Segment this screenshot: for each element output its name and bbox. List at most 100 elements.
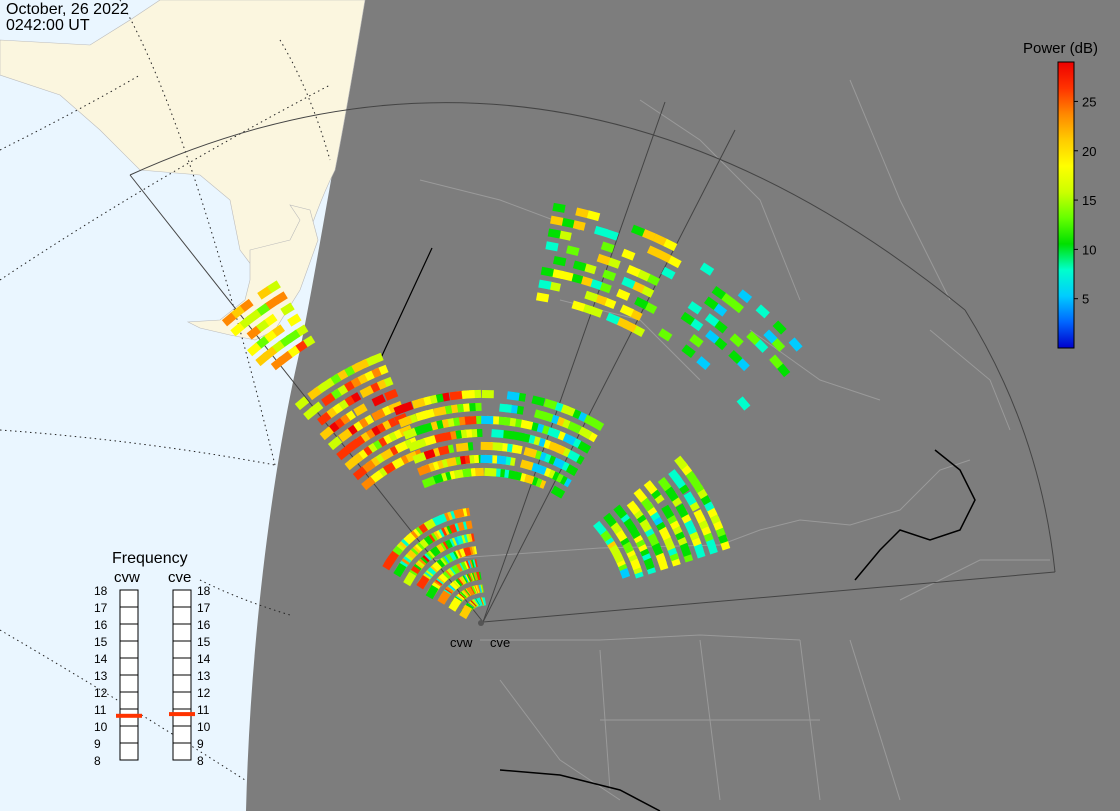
- echo-cell: [711, 285, 727, 300]
- colorbar-tick-label: 25: [1082, 94, 1096, 109]
- echo-cell: [359, 385, 374, 398]
- echo-cell: [641, 228, 656, 242]
- frequency-tick-label: 11: [94, 703, 107, 717]
- echo-cell: [667, 255, 682, 269]
- echo-cell: [566, 245, 580, 256]
- echo-cell: [230, 305, 245, 320]
- echo-cell: [696, 356, 711, 371]
- echo-cell: [596, 253, 611, 266]
- colorbar-title: Power (dB): [1023, 40, 1099, 57]
- echo-cell: [398, 415, 413, 428]
- echo-cell: [567, 421, 582, 434]
- night-region: [246, 0, 1120, 811]
- echo-cell: [705, 329, 720, 344]
- echo-cell: [257, 286, 272, 300]
- echo-cell: [633, 488, 648, 503]
- echo-cell: [287, 313, 302, 327]
- echo-cell: [675, 503, 689, 518]
- echo-cell: [551, 442, 566, 455]
- echo-cell: [657, 250, 672, 263]
- echo-cell: [393, 412, 409, 425]
- echo-cell: [523, 447, 538, 458]
- frequency-tick-label: 10: [197, 720, 211, 734]
- echo-cell: [321, 392, 336, 407]
- echo-cell: [230, 322, 245, 337]
- echo-cell: [578, 426, 593, 440]
- echo-cell: [361, 476, 376, 491]
- echo-cell: [422, 435, 437, 447]
- echo-cell: [415, 410, 430, 422]
- echo-cell: [704, 313, 720, 327]
- echo-cell: [535, 292, 550, 303]
- echo-cell: [511, 431, 526, 442]
- colorbar-tick-label: 10: [1082, 242, 1096, 257]
- echo-cell: [771, 337, 786, 352]
- echo-cell: [604, 229, 619, 241]
- frequency-tick-label: 17: [197, 601, 211, 615]
- echo-cell: [459, 604, 473, 620]
- radar-label-cve: cve: [490, 635, 510, 650]
- echo-cell: [393, 562, 407, 578]
- echo-cell: [663, 536, 676, 551]
- echo-cell: [572, 260, 587, 272]
- echo-cell: [754, 338, 769, 353]
- echo-cell: [561, 217, 575, 229]
- echo-cell: [417, 464, 432, 476]
- frequency-radar-name-cve: cve: [168, 569, 192, 586]
- echo-cell: [561, 433, 577, 446]
- echo-cell: [255, 352, 270, 367]
- echo-cell: [506, 391, 520, 401]
- echo-cell: [661, 504, 675, 520]
- frequency-tick-label: 13: [94, 669, 108, 683]
- echo-cell: [533, 409, 548, 421]
- echo-cell: [247, 342, 262, 357]
- echo-cell: [769, 354, 784, 369]
- frequency-tick-label: 13: [197, 669, 211, 683]
- echo-cell: [630, 224, 646, 237]
- echo-cell: [658, 526, 671, 541]
- echo-cell: [776, 362, 791, 378]
- frequency-title: Frequency: [112, 550, 188, 567]
- echo-cell: [572, 220, 586, 231]
- echo-cell: [270, 356, 286, 371]
- echo-cell: [621, 276, 636, 289]
- echo-cell: [703, 296, 719, 311]
- echo-cell: [575, 207, 589, 219]
- frequency-indicator: [116, 713, 142, 718]
- echo-cell: [398, 425, 413, 437]
- echo-cell: [319, 426, 334, 441]
- echo-cell: [540, 266, 554, 277]
- echo-cell: [576, 440, 592, 454]
- echo-cell: [720, 292, 736, 307]
- echo-cell: [582, 263, 597, 275]
- echo-cell: [480, 441, 493, 451]
- echo-cell: [643, 480, 658, 495]
- echo-cell: [746, 331, 761, 346]
- echo-cell: [603, 512, 617, 528]
- echo-cell: [393, 403, 408, 416]
- date-label: October, 26 2022: [6, 1, 129, 18]
- radar-fov: [129, 101, 1056, 623]
- echo-cell: [729, 333, 744, 348]
- echo-cell: [661, 266, 676, 280]
- echo-cell: [584, 290, 599, 303]
- echo-cell: [266, 280, 281, 294]
- echo-cell: [586, 210, 601, 222]
- echo-cell: [645, 273, 661, 287]
- echo-cell: [416, 574, 430, 590]
- echo-cell: [613, 504, 628, 519]
- echo-cell: [712, 302, 728, 317]
- echo-cell: [687, 301, 703, 315]
- echo-cell: [353, 403, 368, 417]
- frequency-tick-label: 12: [94, 686, 108, 700]
- echo-cell: [699, 262, 715, 276]
- radar-site-cvw: [478, 620, 484, 626]
- echo-cell: [543, 398, 558, 410]
- echo-cell: [634, 296, 649, 310]
- echo-cell: [519, 419, 534, 430]
- echo-cell: [336, 446, 351, 461]
- echo-cell: [402, 427, 418, 440]
- colorbar-gradient: [1057, 61, 1075, 349]
- frequency-tick-label: 15: [197, 635, 211, 649]
